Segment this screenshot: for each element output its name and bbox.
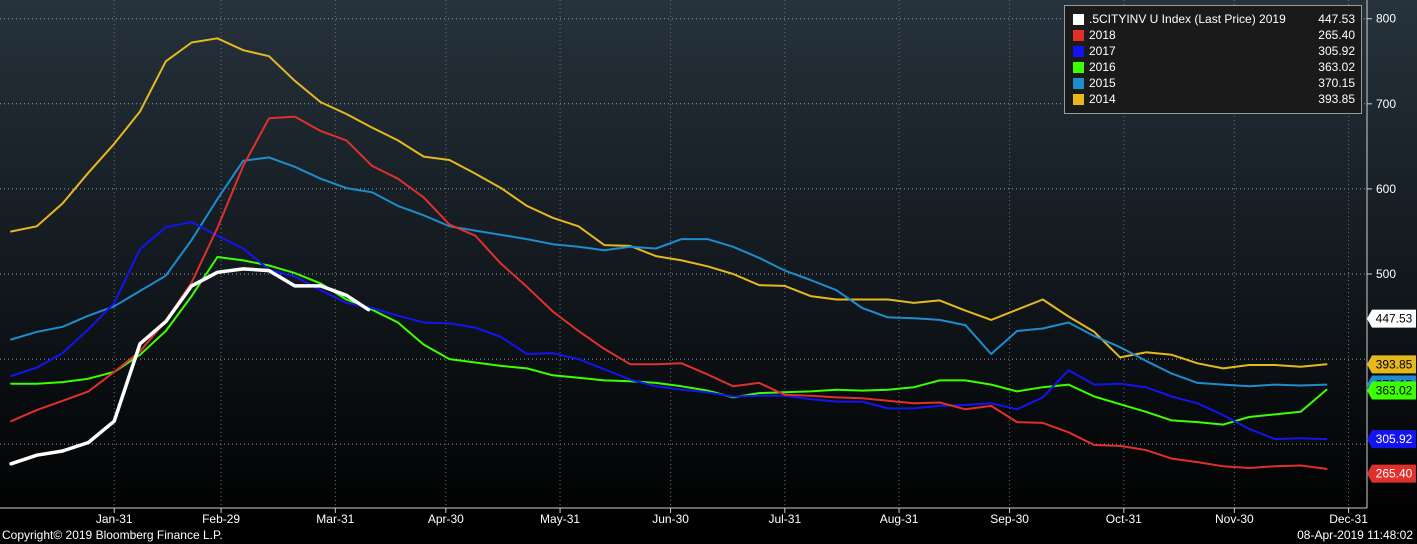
x-tick-label: Dec-31 bbox=[1329, 512, 1368, 526]
legend-value: 265.40 bbox=[1318, 28, 1355, 42]
y-tick-label: 700 bbox=[1376, 97, 1396, 111]
value-label-text: 393.85 bbox=[1376, 357, 1413, 371]
value-label-box bbox=[1367, 464, 1416, 483]
value-label-text: 305.92 bbox=[1376, 432, 1413, 446]
y-tick-label: 500 bbox=[1376, 267, 1396, 281]
x-tick-label: Apr-30 bbox=[428, 512, 464, 526]
legend-label: 2018 bbox=[1089, 28, 1116, 42]
x-tick-label: Nov-30 bbox=[1215, 512, 1254, 526]
legend-value: 305.92 bbox=[1318, 44, 1355, 58]
legend-item: .5CITYINV U Index (Last Price) 2019 447.… bbox=[1073, 11, 1355, 27]
legend-label: 2015 bbox=[1089, 76, 1116, 90]
series-lines bbox=[9, 37, 1328, 470]
value-label-text: 447.53 bbox=[1376, 312, 1413, 326]
legend-item: 2018 265.40 bbox=[1073, 27, 1355, 43]
legend-swatch bbox=[1073, 93, 1084, 105]
copyright-text: Copyright© 2019 Bloomberg Finance L.P. bbox=[2, 528, 223, 542]
legend-value: 370.15 bbox=[1318, 76, 1355, 90]
x-tick-label: May-31 bbox=[540, 512, 580, 526]
value-label-box bbox=[1367, 430, 1416, 449]
legend-label: 2016 bbox=[1089, 60, 1116, 74]
value-label-box bbox=[1367, 355, 1416, 374]
y-tick-label: 600 bbox=[1376, 182, 1396, 196]
legend-swatch bbox=[1073, 29, 1084, 41]
legend-label: 2017 bbox=[1089, 44, 1116, 58]
legend: .5CITYINV U Index (Last Price) 2019 447.… bbox=[1064, 5, 1362, 114]
legend-swatch bbox=[1073, 61, 1084, 73]
series-line-2014 bbox=[10, 37, 1328, 370]
x-tick-label: Mar-31 bbox=[316, 512, 354, 526]
legend-item: 2015 370.15 bbox=[1073, 75, 1355, 91]
y-tick-label: 800 bbox=[1376, 12, 1396, 26]
legend-value: 447.53 bbox=[1318, 12, 1355, 26]
legend-swatch bbox=[1073, 13, 1084, 25]
series-line-2015 bbox=[10, 156, 1328, 388]
x-tick-label: Jan-31 bbox=[96, 512, 133, 526]
x-tick-label: Feb-29 bbox=[202, 512, 240, 526]
x-tick-label: Jun-30 bbox=[652, 512, 689, 526]
series-line-2016 bbox=[10, 256, 1328, 426]
y-axis-ticks: 800 700 600 500 bbox=[1367, 12, 1396, 281]
series-line-2018 bbox=[10, 115, 1328, 470]
x-tick-label: Jul-31 bbox=[768, 512, 801, 526]
x-tick-label: Oct-31 bbox=[1106, 512, 1142, 526]
legend-item: 2014 393.85 bbox=[1073, 91, 1355, 107]
x-tick-label: Sep-30 bbox=[990, 512, 1029, 526]
value-label-text: 265.40 bbox=[1376, 467, 1413, 481]
legend-value: 363.02 bbox=[1318, 60, 1355, 74]
value-label-text: 363.02 bbox=[1376, 384, 1413, 398]
legend-label: 2014 bbox=[1089, 92, 1116, 106]
legend-item: 2017 305.92 bbox=[1073, 43, 1355, 59]
legend-swatch bbox=[1073, 77, 1084, 89]
value-label-box bbox=[1367, 309, 1416, 328]
value-label-box bbox=[1367, 381, 1416, 400]
series-line-2017 bbox=[10, 221, 1328, 441]
x-axis-ticks: Jan-31 Feb-29 Mar-31 Apr-30 May-31 Jun-30 Jul-… bbox=[96, 508, 1368, 526]
series-line-2019 bbox=[9, 267, 371, 466]
legend-item: 2016 363.02 bbox=[1073, 59, 1355, 75]
legend-value: 393.85 bbox=[1318, 92, 1355, 106]
timestamp-text: 08-Apr-2019 11:48:02 bbox=[1297, 528, 1413, 542]
x-tick-label: Aug-31 bbox=[880, 512, 919, 526]
legend-label: .5CITYINV U Index (Last Price) 2019 bbox=[1089, 12, 1286, 26]
legend-swatch bbox=[1073, 45, 1084, 57]
